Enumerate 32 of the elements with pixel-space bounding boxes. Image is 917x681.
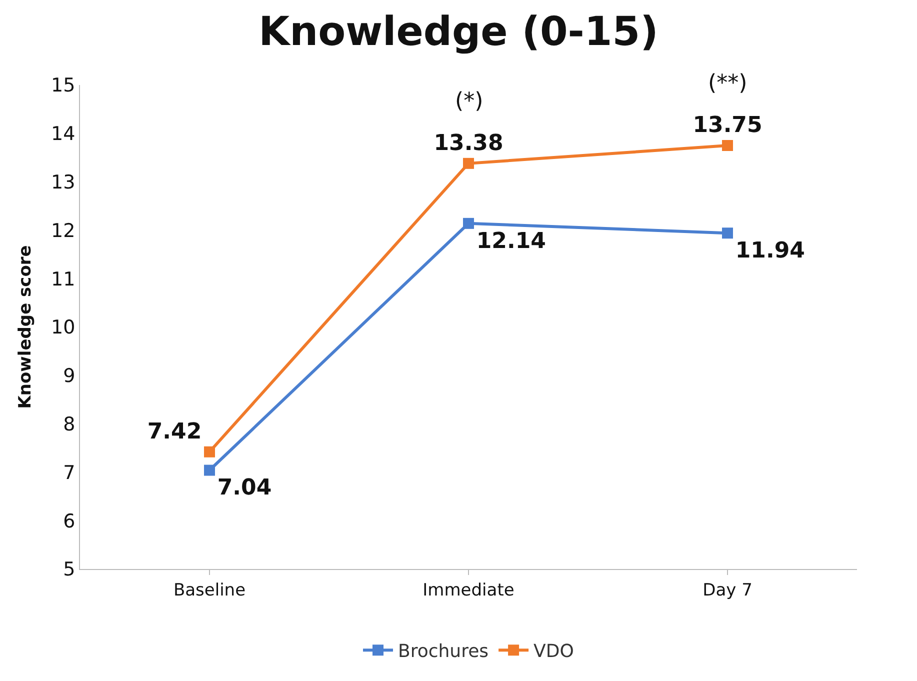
point <box>463 218 474 229</box>
y-tick-label: 12 <box>51 220 76 242</box>
data-label: 13.75 <box>692 113 762 138</box>
data-label: 11.94 <box>735 238 805 264</box>
point <box>463 158 474 169</box>
chart-title: Knowledge (0-15) <box>258 9 658 56</box>
x-tick-label: Day 7 <box>702 580 752 600</box>
y-tick-label: 11 <box>51 268 76 290</box>
legend-label: VDO <box>534 641 574 662</box>
data-label: 7.42 <box>147 419 202 444</box>
point <box>204 446 215 458</box>
data-label: 12.14 <box>476 228 546 254</box>
y-tick-label: 7 <box>63 462 76 484</box>
annotation: (*) <box>455 89 484 114</box>
x-tick-label: Baseline <box>173 580 246 600</box>
y-tick-label: 15 <box>51 74 76 97</box>
point <box>204 464 215 476</box>
y-tick-label: 10 <box>51 316 76 339</box>
data-label: 7.04 <box>217 476 272 501</box>
y-tick-label: 14 <box>51 123 76 146</box>
annotation: (**) <box>708 71 748 96</box>
y-tick-label: 13 <box>51 171 76 194</box>
y-tick-label: 6 <box>63 510 76 532</box>
data-label: 13.38 <box>434 131 504 156</box>
point <box>722 140 733 151</box>
x-tick-label: Immediate <box>422 580 514 600</box>
y-tick-label: 5 <box>63 558 76 581</box>
legend-label: Brochures <box>398 641 489 662</box>
point <box>722 228 733 239</box>
y-tick-label: 8 <box>63 413 76 436</box>
y-axis-title: Knowledge score <box>16 245 36 409</box>
y-tick-label: 9 <box>63 365 76 388</box>
